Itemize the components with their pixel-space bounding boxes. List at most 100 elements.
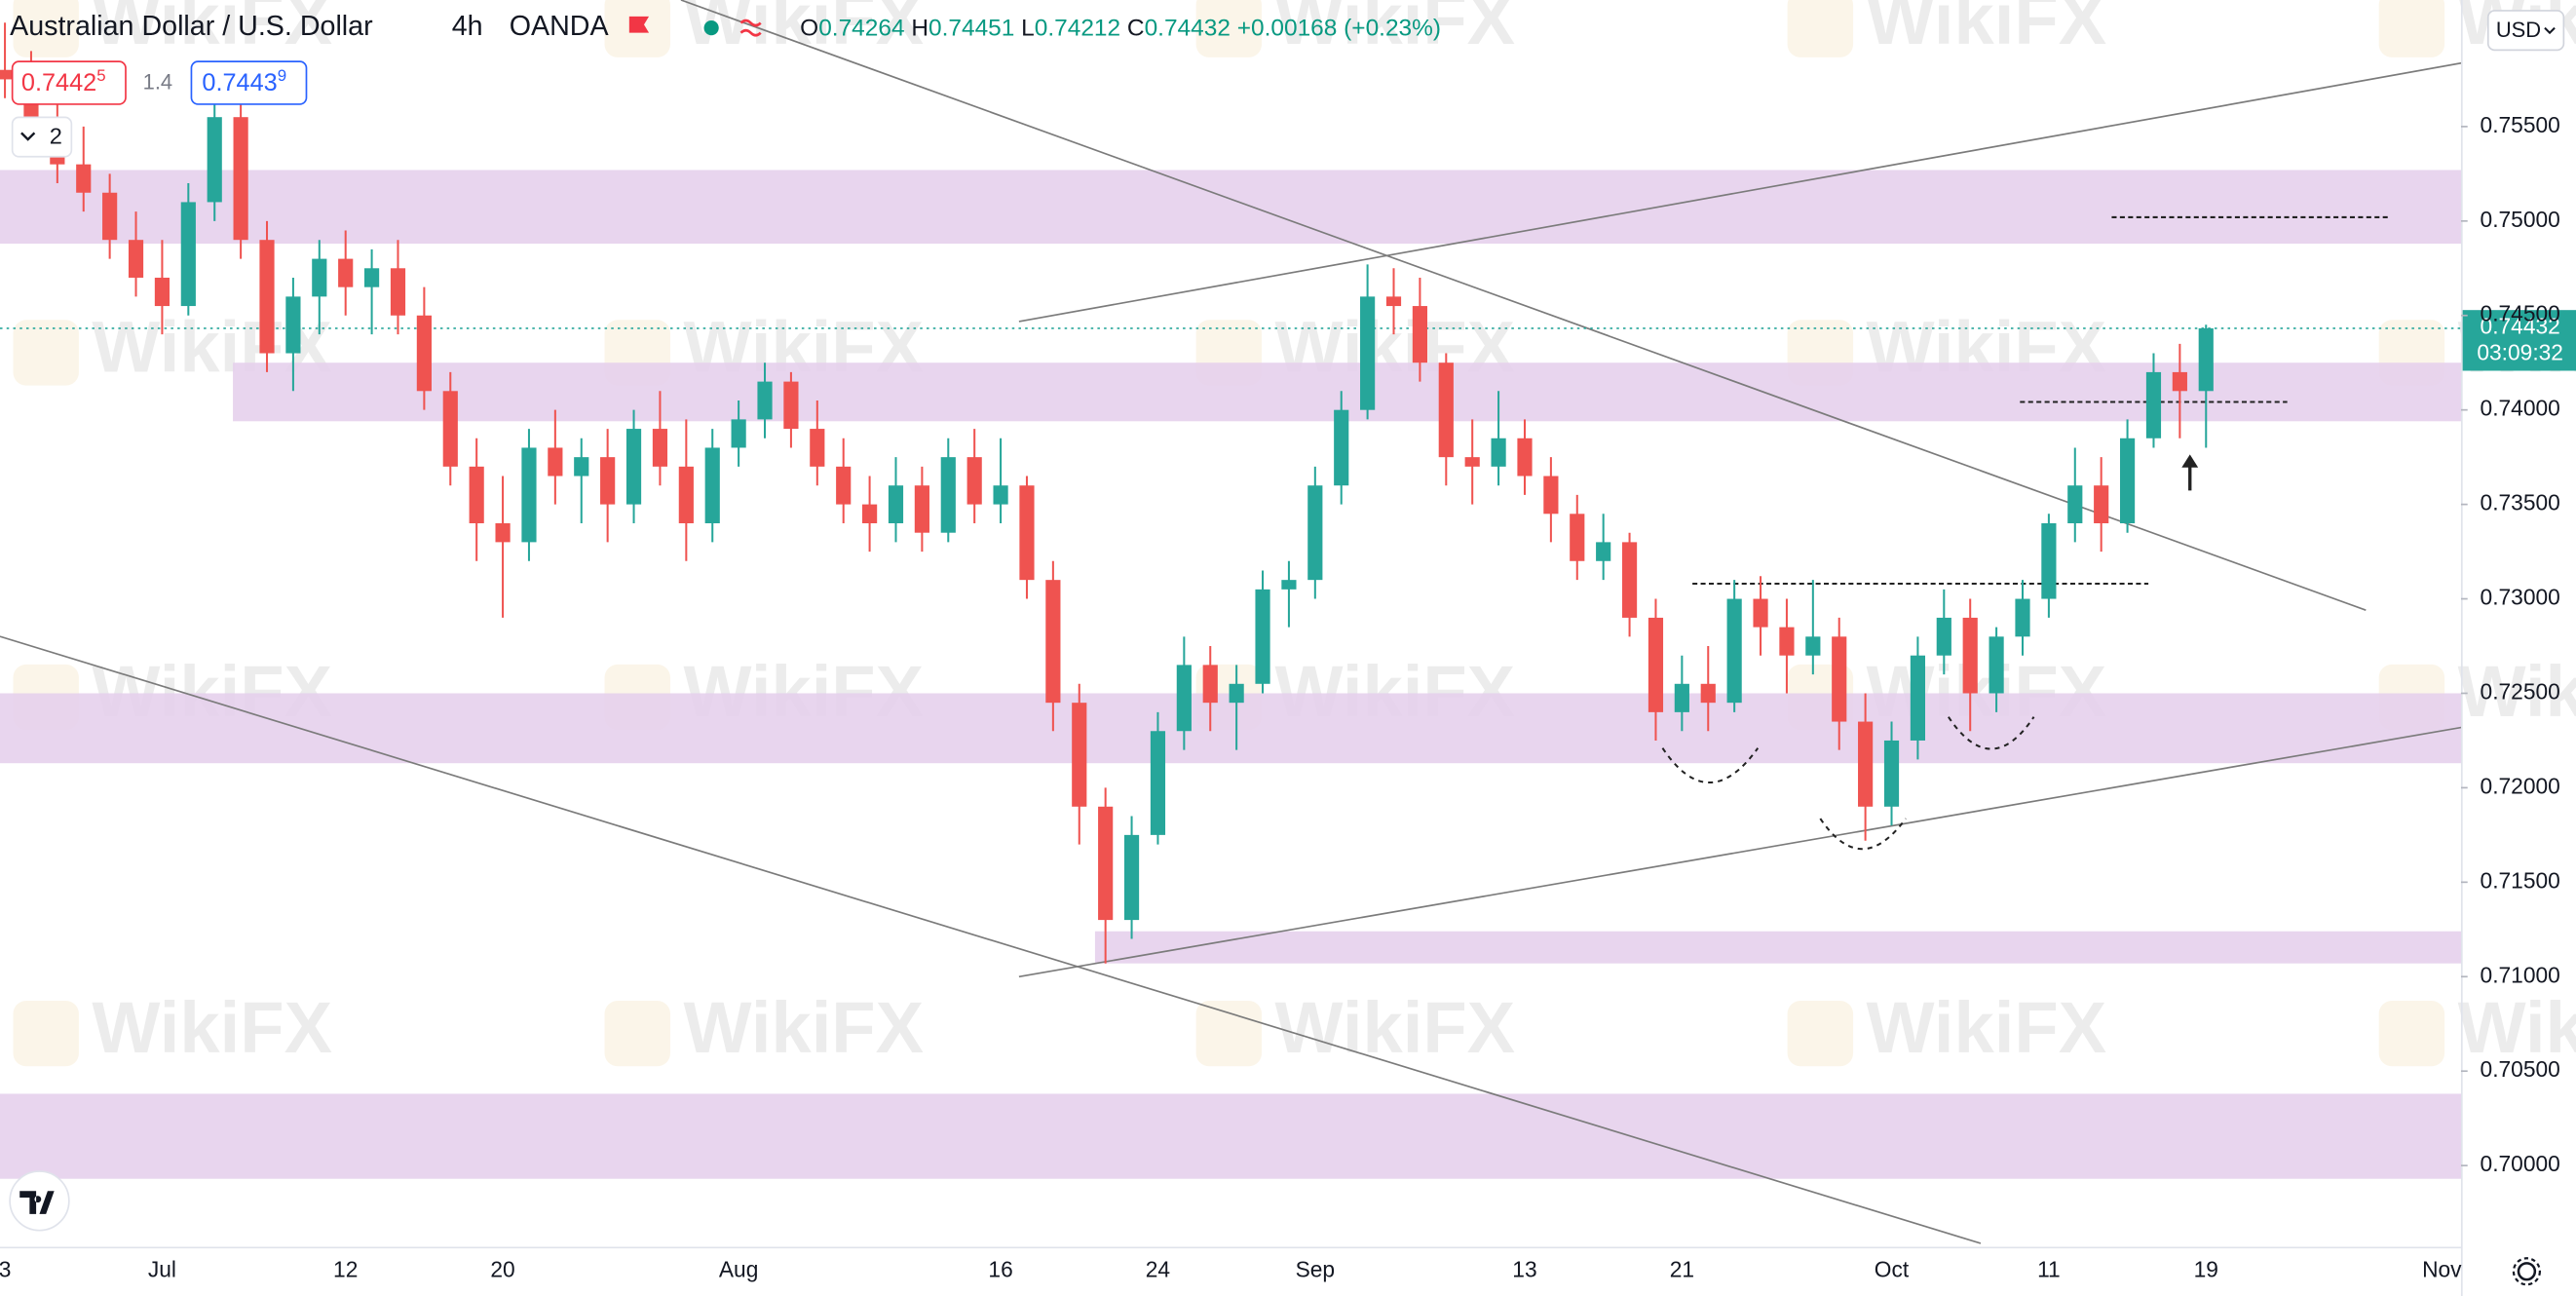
x-tick-label: 21 xyxy=(1670,1257,1694,1282)
candle-body xyxy=(285,296,301,354)
trend-line xyxy=(1018,726,2461,978)
bid-pip: 5 xyxy=(96,67,105,86)
candle-body xyxy=(2172,371,2187,392)
watermark: WikiFX xyxy=(92,0,332,59)
watermark-icon xyxy=(1787,0,1854,57)
indicators-count: 2 xyxy=(50,124,62,149)
x-tick-label: Aug xyxy=(719,1257,758,1282)
watermark-icon xyxy=(1195,1000,1263,1067)
candle-body xyxy=(1805,636,1821,656)
candle-body xyxy=(1334,409,1349,486)
y-tick-label: 0.71000 xyxy=(2481,962,2560,987)
x-tick-label: 16 xyxy=(988,1257,1012,1282)
ohlc-label: L xyxy=(1021,16,1035,42)
y-tick-label: 0.70000 xyxy=(2481,1151,2560,1176)
y-tick-label: 0.71500 xyxy=(2481,867,2560,893)
flag-icon[interactable] xyxy=(628,16,650,33)
status-dot xyxy=(703,20,719,36)
candle-body xyxy=(888,485,904,523)
candle-body xyxy=(1621,542,1638,618)
candle-body xyxy=(1491,438,1506,467)
candle-body xyxy=(966,457,982,505)
candle-body xyxy=(731,419,746,448)
head-arc xyxy=(1819,818,1907,851)
watermark: WikiFX xyxy=(683,0,924,59)
ask-pip: 9 xyxy=(278,67,286,86)
candle-body xyxy=(338,258,354,287)
chevron xyxy=(2544,26,2556,35)
candle-body xyxy=(1255,589,1270,684)
spread: 1.4 xyxy=(143,70,172,95)
candle-body xyxy=(1674,683,1689,712)
x-tick-label: 12 xyxy=(333,1257,358,1282)
price-tag-value: 0.74432 xyxy=(2481,314,2560,339)
change: +0.00168 xyxy=(1237,16,1338,42)
candle-body xyxy=(1832,636,1847,722)
watermark: WikiFX xyxy=(1867,0,2107,59)
y-tick-label: 0.74500 xyxy=(2481,301,2560,326)
sell-button[interactable] xyxy=(11,60,127,105)
candle-body xyxy=(442,391,458,467)
y-tick-label: 0.72000 xyxy=(2481,773,2560,798)
x-tick-label: 3 xyxy=(0,1257,11,1282)
candle-body xyxy=(862,504,878,523)
y-tick-label: 0.73500 xyxy=(2481,490,2560,515)
buy-button[interactable] xyxy=(190,60,308,105)
watermark: WikiFX xyxy=(1275,987,1516,1068)
candle-body xyxy=(1936,617,1951,656)
candle-body xyxy=(416,315,432,392)
symbol-title: Australian Dollar / U.S. Dollar xyxy=(10,11,373,42)
candle-body xyxy=(1360,296,1376,410)
x-tick-label: Jul xyxy=(148,1257,176,1282)
candle-body xyxy=(1570,514,1585,561)
arrow xyxy=(2181,454,2199,491)
candle-body xyxy=(154,277,170,307)
currency-button[interactable] xyxy=(2486,10,2565,52)
candle-body xyxy=(1989,636,2004,694)
candle-body xyxy=(574,457,589,476)
currency: USD xyxy=(2496,18,2541,42)
arrow-head xyxy=(2181,454,2199,468)
candle-body xyxy=(1019,485,1035,581)
candle-body xyxy=(469,466,484,523)
candle-body xyxy=(1150,731,1166,835)
candle-body xyxy=(836,466,852,505)
candle-body xyxy=(1412,306,1427,363)
y-tick-label: 0.70500 xyxy=(2481,1056,2560,1082)
y-tick-label: 0.73000 xyxy=(2481,585,2560,610)
trend-line xyxy=(1018,61,2461,323)
annotations xyxy=(1661,716,2035,851)
zone xyxy=(0,170,2461,245)
candle-body xyxy=(993,485,1008,505)
ohlc-value: 0.74264 xyxy=(818,16,904,42)
candle-body xyxy=(2015,598,2030,637)
candle-body xyxy=(1753,598,1768,628)
candle-body xyxy=(600,457,616,505)
watermark: WikiFX xyxy=(1275,0,1516,59)
watermark-icon xyxy=(604,1000,670,1067)
watermark-icon xyxy=(1195,0,1263,57)
candle-body xyxy=(914,485,929,533)
ask-main: 0.7443 xyxy=(202,69,277,96)
settings-icon[interactable] xyxy=(2517,1262,2537,1281)
candle-body xyxy=(1543,476,1559,515)
candle-body xyxy=(102,192,118,241)
candle-body xyxy=(207,117,222,203)
indicators-toggle[interactable] xyxy=(11,116,73,158)
candle-body xyxy=(2145,371,2162,438)
watermark-icon xyxy=(13,1000,79,1067)
candle-body xyxy=(940,457,956,533)
candle-body xyxy=(1045,580,1061,704)
candle-body xyxy=(495,522,511,543)
zone xyxy=(0,1093,2461,1179)
y-tick-label: 0.72500 xyxy=(2481,678,2560,704)
candle-body xyxy=(1464,457,1480,467)
candle-body xyxy=(521,447,537,543)
x-tick-label: 24 xyxy=(1146,1257,1170,1282)
candle-body xyxy=(1123,834,1140,921)
shoulder-arc xyxy=(1661,747,1760,783)
settings-gear xyxy=(2512,1257,2541,1286)
trend-line xyxy=(680,0,2367,611)
zone xyxy=(0,693,2461,764)
